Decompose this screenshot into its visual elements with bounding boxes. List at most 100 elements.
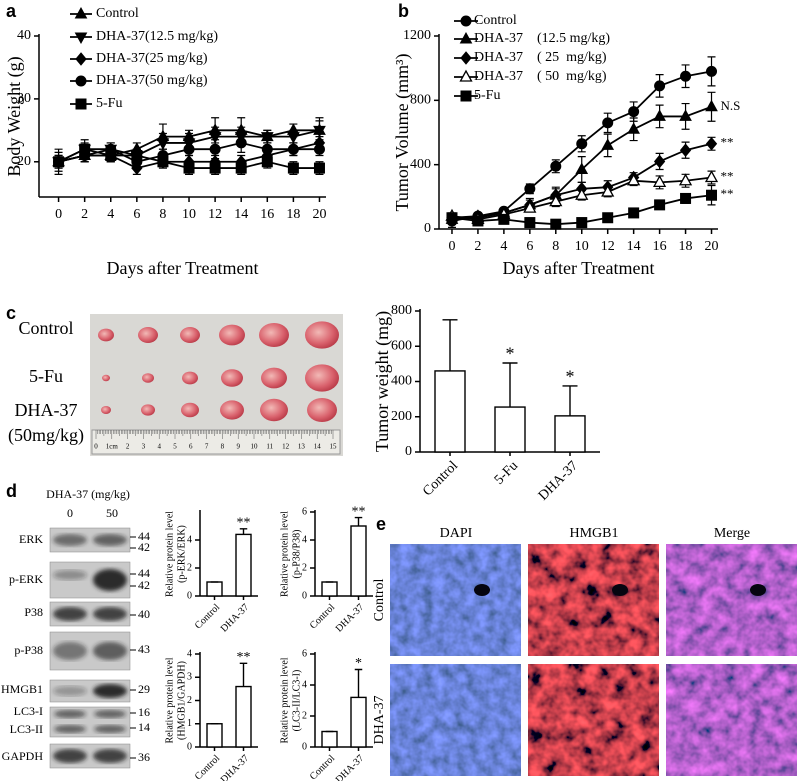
data-point bbox=[575, 162, 589, 174]
data-point bbox=[261, 143, 273, 155]
y-axis-label: (LC3-II/LC3-I) bbox=[291, 670, 302, 732]
y-tick-label: 0 bbox=[187, 741, 192, 752]
blot-band bbox=[93, 642, 127, 660]
protein-label: GAPDH bbox=[2, 749, 44, 763]
y-tick-label: 40 bbox=[17, 28, 31, 43]
y-tick-label: 4 bbox=[302, 534, 307, 545]
data-point bbox=[131, 149, 143, 161]
y-axis-label: Relative protein level bbox=[164, 511, 175, 597]
data-point bbox=[628, 106, 640, 118]
x-tick-label: Control bbox=[308, 753, 338, 781]
legend-label: 5-Fu bbox=[474, 88, 500, 103]
data-point bbox=[313, 162, 325, 174]
blot-band bbox=[93, 569, 127, 591]
fluorescence-image bbox=[390, 664, 521, 776]
ruler-label: 13 bbox=[298, 443, 306, 451]
tumor bbox=[305, 321, 339, 349]
blot-band bbox=[94, 710, 126, 718]
legend-label: DHA-37(12.5 mg/kg) bbox=[96, 29, 218, 44]
x-tick-label: 8 bbox=[552, 239, 559, 254]
annotation: ** bbox=[237, 516, 251, 531]
kda-label: 44 bbox=[138, 529, 150, 543]
x-tick-label: 0 bbox=[55, 207, 62, 222]
x-tick-label: DHA-37 bbox=[536, 458, 581, 503]
panel-label: d bbox=[6, 481, 17, 501]
panel-label: c bbox=[6, 303, 16, 323]
kda-label: 42 bbox=[138, 578, 150, 592]
tumor bbox=[138, 327, 158, 343]
vessel bbox=[612, 584, 628, 596]
x-axis-label: Days after Treatment bbox=[107, 258, 259, 278]
y-tick-label: 2 bbox=[302, 562, 307, 573]
data-point bbox=[678, 173, 693, 186]
data-point bbox=[524, 217, 536, 229]
data-point bbox=[680, 192, 692, 204]
panel-label: e bbox=[376, 514, 386, 534]
ruler-label: 0 bbox=[94, 443, 98, 451]
row-label: (50mg/kg) bbox=[8, 425, 84, 446]
tumor bbox=[261, 367, 287, 389]
error-bar bbox=[442, 319, 458, 371]
x-tick-label: 0 bbox=[448, 239, 455, 254]
data-point bbox=[679, 109, 692, 121]
vessel bbox=[750, 584, 766, 596]
data-point bbox=[498, 213, 510, 225]
data-point bbox=[53, 156, 65, 168]
legend-label: DHA-37(50 mg/kg) bbox=[96, 73, 208, 88]
ruler-label: 9 bbox=[236, 443, 240, 451]
tumor bbox=[102, 374, 110, 382]
data-point bbox=[261, 156, 273, 168]
protein-label: p-ERK bbox=[9, 572, 43, 586]
row-label: Control bbox=[18, 318, 73, 338]
blot-band bbox=[53, 534, 87, 546]
tumor bbox=[182, 371, 198, 385]
ruler-label: 10 bbox=[251, 443, 259, 451]
column-label: HMGB1 bbox=[569, 526, 618, 541]
data-point bbox=[523, 200, 537, 213]
data-point bbox=[287, 143, 299, 155]
y-tick-label: 2 bbox=[302, 710, 307, 721]
data-point bbox=[79, 143, 91, 155]
ruler-label: 12 bbox=[282, 443, 290, 451]
data-point bbox=[208, 132, 222, 144]
y-tick-label: 0 bbox=[405, 444, 412, 459]
vessel bbox=[474, 584, 490, 596]
bar bbox=[494, 406, 526, 453]
tumor bbox=[101, 406, 111, 414]
tumor bbox=[219, 324, 245, 346]
x-tick-label: 5-Fu bbox=[492, 458, 521, 487]
data-point bbox=[576, 217, 588, 229]
data-point bbox=[313, 125, 326, 138]
annotation: * bbox=[506, 343, 515, 363]
fluorescence-image bbox=[528, 544, 659, 656]
y-tick-label: 6 bbox=[302, 506, 307, 517]
legend-marker bbox=[75, 52, 87, 66]
y-axis-label: Relative protein level bbox=[164, 657, 175, 743]
x-tick-label: DHA-37 bbox=[334, 602, 367, 635]
legend-label: Control bbox=[96, 6, 139, 21]
blot-band bbox=[53, 570, 87, 580]
annotation: N.S bbox=[721, 98, 741, 113]
ruler-label: 8 bbox=[221, 443, 225, 451]
row-label: 5-Fu bbox=[29, 366, 63, 386]
data-point bbox=[653, 154, 666, 169]
y-tick-label: 0 bbox=[187, 590, 192, 601]
legend-label: 5-Fu bbox=[96, 96, 122, 111]
row-label: DHA-37 bbox=[372, 696, 387, 745]
x-tick-label: 2 bbox=[474, 239, 481, 254]
y-tick-label: 30 bbox=[17, 91, 31, 106]
data-point bbox=[550, 160, 562, 172]
data-point bbox=[706, 189, 718, 201]
y-tick-label: 20 bbox=[17, 154, 31, 169]
y-axis-label: Relative protein level bbox=[279, 511, 290, 597]
y-tick-label: 200 bbox=[391, 409, 412, 424]
legend-marker bbox=[459, 69, 473, 82]
tumor bbox=[260, 398, 288, 422]
blot-band bbox=[53, 686, 87, 696]
blot-band bbox=[54, 725, 86, 733]
y-tick-label: 800 bbox=[391, 303, 412, 318]
data-point bbox=[576, 138, 588, 150]
dose-label: 50 bbox=[106, 506, 118, 520]
x-tick-label: Control bbox=[193, 753, 223, 781]
